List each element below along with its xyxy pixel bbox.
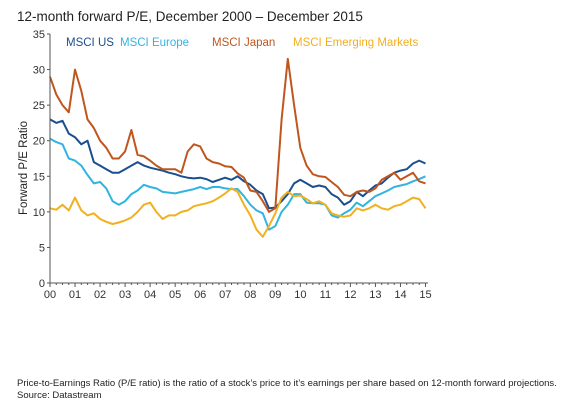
- series-line-msci-japan: [49, 57, 426, 213]
- x-tick-label: 15: [419, 289, 431, 301]
- x-tick-label: 06: [194, 289, 206, 301]
- legend-item-msci-us: MSCI US: [66, 37, 114, 49]
- chart-legend: MSCI US MSCI Europe MSCI Japan MSCI Emergin…: [66, 37, 419, 49]
- legend-item-msci-japan: MSCI Japan: [212, 37, 275, 49]
- x-tick-label: 10: [294, 289, 306, 301]
- x-tick-label: 02: [94, 289, 106, 301]
- series-line-msci-us: [49, 118, 426, 210]
- x-tick-label: 11: [320, 289, 331, 301]
- y-tick-label: 15: [33, 171, 45, 183]
- y-tick-label: 30: [33, 65, 45, 77]
- y-tick-label: 35: [33, 29, 45, 41]
- x-tick-label: 01: [69, 289, 81, 301]
- series-line-msci-emerging-markets: [49, 187, 427, 238]
- x-tick-label: 07: [219, 289, 231, 301]
- y-axis-label: Forward P/E Ratio: [18, 121, 30, 215]
- x-tick-label: 09: [269, 289, 281, 301]
- y-tick-label: 10: [33, 207, 45, 219]
- y-tick-label: 20: [33, 136, 45, 148]
- plot-area: [49, 57, 427, 238]
- y-tick-label: 25: [33, 100, 45, 112]
- legend-item-msci-europe: MSCI Europe: [120, 37, 189, 49]
- x-tick-label: 05: [169, 289, 181, 301]
- legend-item-msci-emerging-markets: MSCI Emerging Markets: [293, 37, 419, 49]
- x-tick-label: 08: [244, 289, 256, 301]
- x-tick-label: 00: [44, 289, 56, 301]
- series-line-msci-europe: [49, 137, 426, 231]
- chart-title: 12-month forward P/E, December 2000 – De…: [17, 9, 363, 24]
- x-tick-label: 13: [369, 289, 381, 301]
- x-tick-label: 03: [119, 289, 131, 301]
- x-axis: 00 01 02 03 04 05 06 07 08 09 10 11 12 13 14 15: [44, 282, 432, 301]
- y-axis: 0 5 10 15 20 25 30 35: [33, 29, 51, 290]
- y-tick-label: 0: [39, 278, 45, 290]
- footnote: Price-to-Earnings Ratio (P/E ratio) is t…: [17, 378, 557, 402]
- x-tick-label: 04: [144, 289, 156, 301]
- footnote-definition: Price-to-Earnings Ratio (P/E ratio) is t…: [17, 378, 557, 389]
- y-tick-label: 5: [39, 242, 45, 254]
- line-chart: MSCI US MSCI Europe MSCI Japan MSCI Emergin…: [18, 29, 432, 301]
- x-tick-label: 14: [394, 289, 406, 301]
- footnote-source: Source: Datastream: [17, 390, 102, 401]
- x-tick-label: 12: [344, 289, 356, 301]
